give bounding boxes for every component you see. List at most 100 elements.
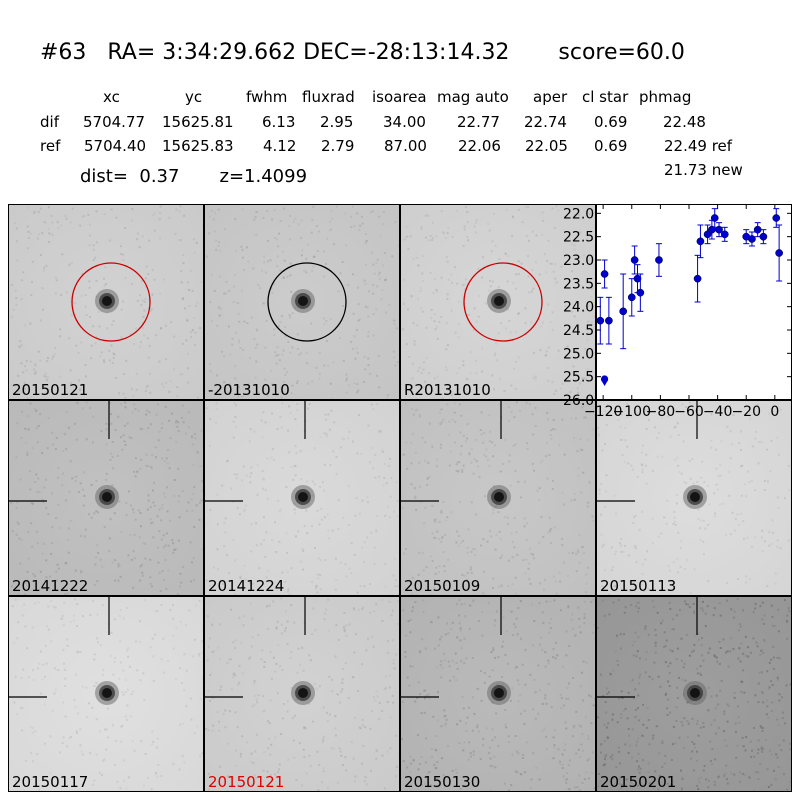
noise-pixel — [760, 790, 763, 791]
noise-pixel — [224, 726, 227, 729]
noise-pixel — [699, 607, 702, 610]
noise-pixel — [525, 235, 528, 238]
noise-pixel — [153, 278, 156, 281]
noise-pixel — [381, 289, 384, 292]
noise-pixel — [571, 551, 574, 554]
noise-pixel — [548, 631, 551, 634]
noise-pixel — [150, 308, 153, 311]
noise-pixel — [17, 374, 20, 377]
noise-pixel — [603, 505, 606, 508]
source-blob — [690, 688, 700, 698]
noise-pixel — [389, 747, 392, 750]
noise-pixel — [111, 724, 114, 727]
noise-pixel — [318, 685, 321, 688]
noise-pixel — [579, 685, 582, 688]
noise-pixel — [554, 657, 557, 660]
noise-pixel — [498, 585, 501, 588]
noise-pixel — [752, 611, 755, 614]
noise-pixel — [615, 512, 618, 515]
noise-pixel — [263, 751, 265, 754]
noise-pixel — [789, 742, 791, 745]
noise-pixel — [447, 278, 450, 281]
noise-pixel — [155, 413, 158, 416]
noise-pixel — [708, 503, 711, 506]
noise-pixel — [120, 740, 123, 743]
noise-pixel — [159, 327, 162, 330]
noise-pixel — [216, 324, 219, 327]
noise-pixel — [250, 645, 253, 648]
data-point — [693, 274, 702, 283]
noise-pixel — [297, 530, 300, 533]
noise-pixel — [357, 690, 359, 692]
noise-pixel — [41, 287, 44, 290]
noise-pixel — [174, 677, 177, 680]
noise-pixel — [274, 773, 276, 776]
noise-pixel — [139, 579, 142, 582]
noise-pixel — [581, 546, 584, 549]
noise-pixel — [47, 227, 50, 230]
noise-pixel — [266, 770, 269, 773]
noise-pixel — [471, 729, 474, 732]
noise-pixel — [538, 273, 541, 276]
noise-pixel — [377, 430, 380, 433]
noise-pixel — [632, 522, 635, 524]
noise-pixel — [236, 473, 239, 476]
noise-pixel — [69, 460, 72, 463]
noise-pixel — [65, 561, 68, 564]
noise-pixel — [508, 419, 511, 422]
noise-pixel — [352, 440, 354, 443]
noise-pixel — [411, 665, 414, 668]
noise-pixel — [178, 768, 181, 771]
ref-isoarea: 87.00 — [384, 137, 427, 155]
noise-pixel — [637, 636, 640, 639]
noise-pixel — [523, 517, 526, 520]
noise-pixel — [538, 778, 541, 781]
noise-pixel — [507, 585, 510, 588]
noise-pixel — [162, 546, 165, 549]
noise-pixel — [142, 322, 144, 325]
noise-pixel — [148, 411, 151, 414]
noise-pixel — [517, 683, 520, 686]
noise-pixel — [740, 680, 743, 683]
noise-pixel — [646, 726, 648, 729]
noise-pixel — [404, 651, 407, 653]
noise-pixel — [672, 725, 675, 728]
noise-pixel — [710, 695, 713, 698]
noise-pixel — [105, 748, 108, 751]
noise-pixel — [128, 665, 131, 668]
noise-pixel — [450, 309, 453, 312]
noise-pixel — [112, 357, 115, 359]
noise-pixel — [279, 321, 282, 324]
noise-pixel — [143, 784, 145, 787]
noise-pixel — [44, 742, 46, 745]
noise-pixel — [566, 345, 569, 348]
noise-pixel — [563, 503, 566, 506]
noise-pixel — [326, 237, 329, 240]
noise-pixel — [514, 770, 517, 773]
noise-pixel — [139, 341, 142, 344]
noise-pixel — [373, 610, 376, 613]
noise-pixel — [503, 782, 506, 785]
noise-pixel — [79, 744, 82, 747]
noise-pixel — [51, 542, 54, 545]
noise-pixel — [54, 346, 57, 349]
noise-pixel — [239, 755, 242, 758]
noise-pixel — [255, 777, 257, 780]
noise-pixel — [345, 634, 348, 637]
noise-pixel — [322, 738, 325, 741]
noise-pixel — [281, 467, 284, 469]
noise-pixel — [563, 453, 566, 456]
noise-pixel — [453, 411, 456, 414]
noise-pixel — [532, 433, 535, 436]
noise-pixel — [398, 244, 399, 247]
noise-pixel — [325, 263, 327, 265]
noise-pixel — [635, 561, 638, 564]
noise-pixel — [141, 428, 144, 430]
noise-pixel — [217, 646, 220, 649]
stamp-svg — [205, 597, 399, 791]
noise-pixel — [208, 444, 211, 447]
noise-pixel — [284, 627, 287, 629]
noise-pixel — [267, 260, 269, 263]
noise-pixel — [216, 548, 219, 551]
noise-pixel — [247, 657, 250, 660]
